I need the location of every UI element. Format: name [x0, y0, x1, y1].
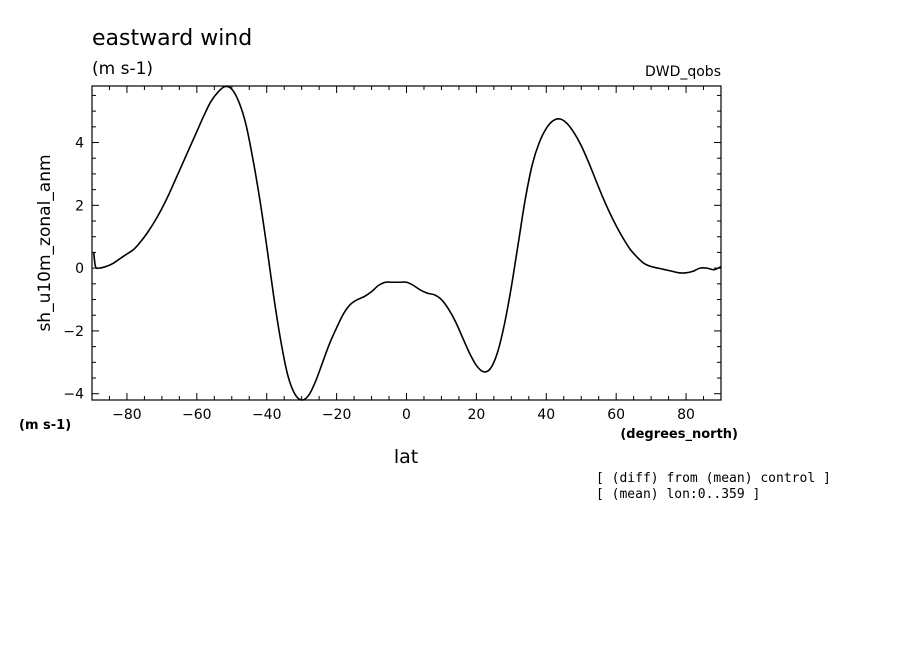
x-tick-labels: −80 −60 −40 −20 0 20 40 60 80 [112, 407, 695, 423]
units-label: (m s-1) [92, 59, 153, 79]
y-tick-label: 0 [75, 261, 84, 277]
y-tick-label: 4 [75, 136, 84, 152]
series-line [92, 85, 722, 401]
note-diff: [ (diff) from (mean) control ] [596, 471, 831, 486]
dataset-label: DWD_qobs [645, 64, 721, 80]
x-tick-label: 40 [537, 407, 555, 423]
y-tick-label: −4 [63, 387, 84, 403]
x-tick-label: −60 [182, 407, 212, 423]
y-tick-label: −2 [63, 324, 84, 340]
x-tick-label: 80 [677, 407, 695, 423]
y-axis-label: sh_u10m_zonal_anm [35, 154, 55, 331]
y-tick-label: 2 [75, 198, 84, 214]
x-tick-label: 0 [402, 407, 411, 423]
ticks [91, 86, 722, 400]
x-tick-label: −40 [252, 407, 282, 423]
x-tick-label: 60 [607, 407, 625, 423]
x-axis-label: lat [394, 446, 418, 468]
x-tick-label: 20 [467, 407, 485, 423]
x-tick-label: −80 [112, 407, 142, 423]
chart-title: eastward wind [92, 26, 252, 51]
note-mean: [ (mean) lon:0..359 ] [596, 487, 760, 502]
y-tick-labels: −4 −2 0 2 4 [63, 136, 84, 403]
x-tick-label: −20 [322, 407, 352, 423]
y-units-label: (m s-1) [19, 418, 71, 433]
x-units-label: (degrees_north) [620, 427, 738, 442]
